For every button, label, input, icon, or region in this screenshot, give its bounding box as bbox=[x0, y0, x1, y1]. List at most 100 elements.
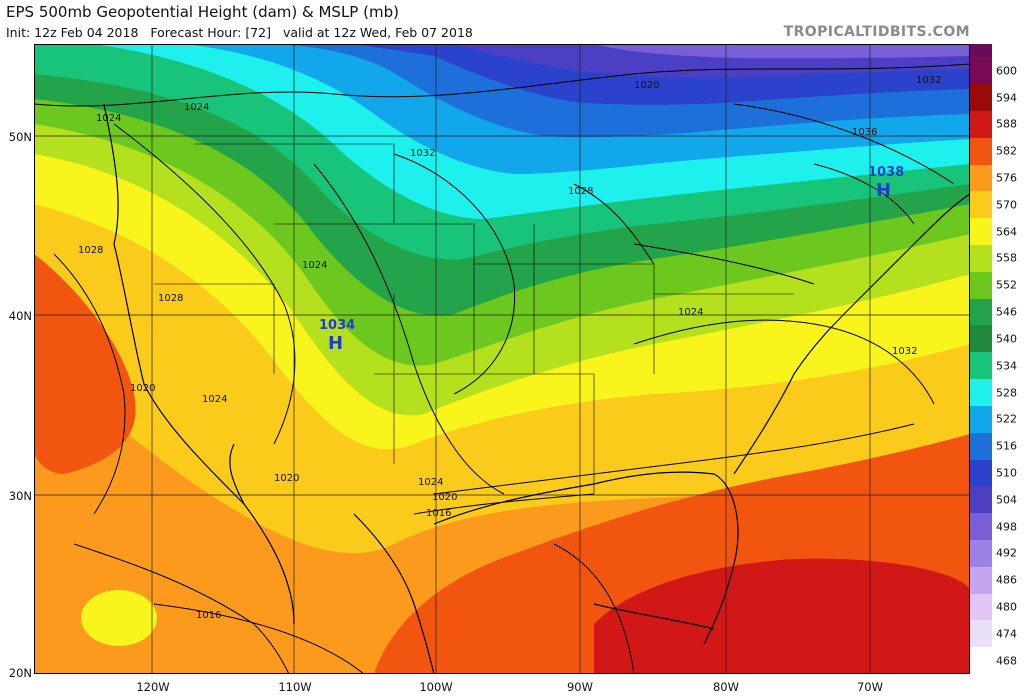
colorbar-label: 486 bbox=[996, 573, 1017, 587]
colorbar-label: 510 bbox=[996, 466, 1017, 480]
colorbar-swatch bbox=[970, 271, 992, 300]
colorbar-label: 594 bbox=[996, 91, 1017, 105]
map-frame bbox=[34, 44, 970, 674]
colorbar-label: 552 bbox=[996, 278, 1017, 292]
colorbar-label: 480 bbox=[996, 600, 1017, 614]
colorbar-swatch bbox=[970, 218, 992, 246]
colorbar-cap bbox=[970, 44, 992, 58]
high-value: 1038 bbox=[868, 165, 904, 180]
colorbar-swatch bbox=[970, 84, 992, 112]
isobar-label: 1020 bbox=[432, 492, 457, 503]
lat-label-20n: 20N bbox=[8, 666, 32, 680]
isobar-label: 1020 bbox=[274, 473, 299, 484]
warm-west-coast bbox=[34, 254, 136, 474]
isobars bbox=[34, 63, 970, 674]
valid-time: valid at 12z Wed, Feb 07 2018 bbox=[282, 25, 473, 40]
colorbar-labels: 600 594 588 582 576 570 564 558 552 546 540 534 528 5… bbox=[994, 44, 1024, 674]
colorbar-swatch bbox=[970, 513, 992, 541]
colorbar-swatch bbox=[970, 379, 992, 407]
isobar-label: 1024 bbox=[202, 394, 227, 405]
isobar-label: 1028 bbox=[568, 186, 593, 197]
lon-label-110w: 110W bbox=[278, 680, 312, 694]
colorbar-label: 570 bbox=[996, 198, 1017, 212]
colorbar-label: 522 bbox=[996, 412, 1017, 426]
isobar-label: 1024 bbox=[678, 307, 703, 318]
colorbar-label: 576 bbox=[996, 171, 1017, 185]
colorbar-swatch bbox=[970, 352, 992, 380]
isobar-label: 1024 bbox=[96, 113, 121, 124]
warm-caribbean bbox=[594, 558, 970, 674]
colorbar-label: 588 bbox=[996, 117, 1017, 131]
state-borders bbox=[154, 143, 794, 494]
map-panel: 1024 1024 1020 1032 1028 1036 1032 1028 … bbox=[34, 44, 970, 674]
graticule bbox=[34, 44, 970, 674]
lon-label-80w: 80W bbox=[712, 680, 740, 694]
colorbar-swatch bbox=[970, 459, 992, 487]
high-value: 1034 bbox=[319, 318, 355, 333]
colorbar-swatch bbox=[970, 325, 992, 353]
band-504 bbox=[594, 44, 970, 59]
colorbar-label: 540 bbox=[996, 332, 1017, 346]
isobar-label: 1028 bbox=[158, 293, 183, 304]
colorbar-label: 492 bbox=[996, 546, 1017, 560]
colorbar-label: 564 bbox=[996, 225, 1017, 239]
isobar-label: 1032 bbox=[892, 346, 917, 357]
colorbar-swatch bbox=[970, 191, 992, 219]
lon-label-100w: 100W bbox=[419, 680, 453, 694]
colorbar-label: 600 bbox=[996, 64, 1017, 78]
weather-map: 1024 1024 1020 1032 1028 1036 1032 1028 … bbox=[34, 44, 970, 674]
isobar-label: 1024 bbox=[184, 102, 209, 113]
colorbar-label: 474 bbox=[996, 627, 1017, 641]
isobar-label: 1024 bbox=[302, 260, 327, 271]
colorbar-label: 516 bbox=[996, 439, 1017, 453]
high-center-rockies: 1034 H bbox=[319, 318, 355, 354]
lon-label-120w: 120W bbox=[136, 680, 170, 694]
isobar-label: 1032 bbox=[410, 148, 435, 159]
lon-label-90w: 90W bbox=[566, 680, 594, 694]
colorbar-swatch bbox=[970, 593, 992, 621]
map-subtitle: Init: 12z Feb 04 2018 Forecast Hour: [72… bbox=[6, 25, 473, 40]
colorbar-legend bbox=[970, 44, 992, 675]
isobar-label: 1032 bbox=[916, 75, 941, 86]
colorbar-label: 498 bbox=[996, 520, 1017, 534]
colorbar-swatch bbox=[970, 405, 992, 434]
colorbar-swatch bbox=[970, 57, 992, 85]
high-symbol: H bbox=[328, 333, 343, 354]
colorbar-swatch bbox=[970, 566, 992, 595]
colorbar-label: 534 bbox=[996, 359, 1017, 373]
colorbar-label: 558 bbox=[996, 251, 1017, 265]
isobar-label: 1028 bbox=[78, 245, 103, 256]
colorbar-label: 528 bbox=[996, 386, 1017, 399]
colorbar-label: 546 bbox=[996, 305, 1017, 319]
colorbar-swatch bbox=[970, 620, 992, 648]
forecast-hour: Forecast Hour: [72] bbox=[150, 25, 271, 40]
coastline bbox=[103, 103, 970, 674]
colorbar-swatch bbox=[970, 164, 992, 192]
colorbar-swatch bbox=[970, 111, 992, 139]
colorbar-swatch bbox=[970, 298, 992, 326]
lon-label-70w: 70W bbox=[856, 680, 884, 694]
colorbar-swatch bbox=[970, 647, 992, 675]
init-time: Init: 12z Feb 04 2018 bbox=[6, 25, 139, 40]
isobar-labels: 1024 1024 1020 1032 1028 1036 1032 1028 … bbox=[78, 75, 941, 621]
map-title: EPS 500mb Geopotential Height (dam) & MS… bbox=[6, 3, 399, 21]
lat-label-40n: 40N bbox=[8, 309, 32, 323]
colorbar-label: 582 bbox=[996, 144, 1017, 158]
colorbar-label: 468 bbox=[996, 654, 1017, 668]
header: EPS 500mb Geopotential Height (dam) & MS… bbox=[0, 0, 1024, 44]
isobar-label: 1016 bbox=[196, 610, 221, 621]
colorbar-swatch bbox=[970, 432, 992, 461]
brand-logo-text: TROPICALTIDBITS.COM bbox=[783, 24, 970, 40]
warm-pocket-pacific bbox=[81, 590, 157, 646]
isobar-label: 1020 bbox=[130, 383, 155, 394]
isobar-label: 1036 bbox=[852, 127, 877, 138]
isobar-label: 1020 bbox=[634, 80, 659, 91]
isobar-label: 1016 bbox=[426, 508, 451, 519]
lat-label-30n: 30N bbox=[8, 489, 32, 503]
colorbar-label: 504 bbox=[996, 493, 1017, 507]
colorbar-swatch bbox=[970, 245, 992, 273]
lat-label-50n: 50N bbox=[8, 130, 32, 144]
high-symbol: H bbox=[876, 180, 891, 201]
colorbar-swatch bbox=[970, 486, 992, 514]
colorbar-swatch bbox=[970, 137, 992, 166]
